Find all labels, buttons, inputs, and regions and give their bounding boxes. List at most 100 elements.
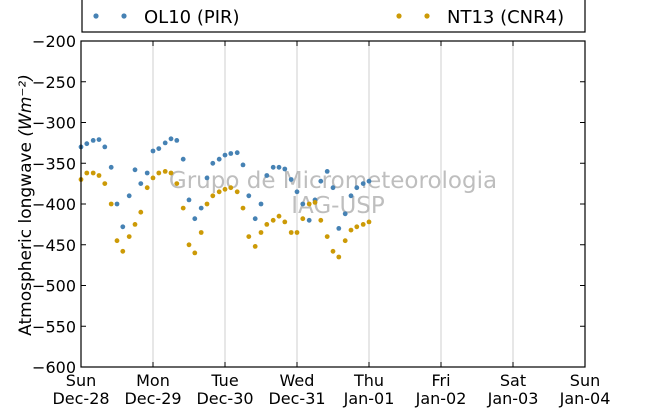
data-point <box>114 201 120 207</box>
legend: OL10 (PIR) NT13 (CNR4) <box>81 0 586 33</box>
data-point <box>324 169 330 174</box>
data-point <box>354 185 360 191</box>
y-tick-label: −300 <box>32 114 76 133</box>
y-tick-label: −450 <box>32 236 76 255</box>
data-point <box>342 211 348 217</box>
data-point <box>114 238 120 244</box>
grid-lines <box>152 41 514 367</box>
data-point <box>366 178 372 184</box>
data-point <box>198 230 204 235</box>
data-point <box>210 193 216 199</box>
y-axis-label-unit: (Wm⁻²) <box>16 74 36 136</box>
x-tick-label-day: Thu <box>353 371 384 390</box>
legend-marker-ol10 <box>93 13 99 19</box>
legend-marker-nt13-b <box>424 13 430 19</box>
data-point <box>306 217 312 223</box>
data-point <box>168 170 174 176</box>
data-point <box>144 170 150 176</box>
x-tick-label-date: Jan-02 <box>415 389 467 408</box>
x-tick-label-date: Jan-04 <box>559 389 611 408</box>
y-tick-label: −250 <box>32 73 76 92</box>
x-tick-label-day: Sun <box>66 371 96 390</box>
data-point <box>192 216 198 222</box>
data-points <box>78 136 372 260</box>
x-tick-label-day: Tue <box>210 371 238 390</box>
data-point <box>360 181 366 187</box>
data-point <box>300 201 306 207</box>
data-point <box>258 201 264 207</box>
x-tick-label-date: Dec-30 <box>196 389 253 408</box>
data-point <box>168 136 174 142</box>
data-point <box>222 186 228 192</box>
data-point <box>366 219 372 225</box>
data-point <box>282 219 288 225</box>
data-point <box>180 156 186 162</box>
data-point <box>132 222 138 227</box>
data-point <box>294 189 300 195</box>
data-point <box>294 230 300 235</box>
data-point <box>300 216 306 222</box>
data-point <box>174 181 180 187</box>
data-point <box>144 185 150 191</box>
data-point <box>138 209 144 215</box>
watermark-line-2: IAG-USP <box>291 193 385 219</box>
data-point <box>360 222 366 227</box>
data-point <box>102 181 108 187</box>
data-point <box>342 238 348 244</box>
x-tick-label-date: Jan-03 <box>487 389 539 408</box>
data-point <box>90 170 96 176</box>
data-point <box>126 234 132 240</box>
x-tick-label-day: Mon <box>136 371 170 390</box>
legend-label-nt13: NT13 (CNR4) <box>447 7 564 28</box>
x-tick-label-day: Sun <box>570 371 600 390</box>
data-point <box>198 205 204 211</box>
y-tick-label: −350 <box>32 154 76 173</box>
data-point <box>204 175 210 181</box>
data-point <box>156 146 162 152</box>
data-point <box>240 162 246 168</box>
y-axis-label-title: Atmospheric longwave <box>16 142 36 336</box>
data-point <box>84 170 90 176</box>
data-point <box>330 185 336 191</box>
data-point <box>108 164 114 170</box>
data-point <box>276 213 282 219</box>
data-point <box>222 152 228 158</box>
data-point <box>228 151 234 156</box>
legend-label-ol10: OL10 (PIR) <box>144 7 240 28</box>
data-point <box>126 193 132 199</box>
data-point <box>186 242 192 248</box>
data-point <box>264 173 270 178</box>
y-axis: −200 −250 −300 −350 −400 −450 −500 −550 −600 <box>32 32 585 377</box>
data-point <box>84 141 90 147</box>
x-tick-label-day: Fri <box>431 371 450 390</box>
y-tick-label: −500 <box>32 277 76 296</box>
data-point <box>180 205 186 211</box>
data-point <box>336 254 342 260</box>
data-point <box>186 197 192 203</box>
legend-marker-ol10-b <box>121 13 127 19</box>
x-tick-label-day: Wed <box>280 371 315 390</box>
data-point <box>216 156 222 162</box>
data-point <box>210 160 216 166</box>
data-point <box>162 140 168 146</box>
data-point <box>258 230 264 235</box>
data-point <box>240 205 246 211</box>
data-point <box>108 201 114 207</box>
data-point <box>156 170 162 176</box>
data-point <box>312 200 318 205</box>
data-point <box>282 166 288 172</box>
data-point <box>318 217 324 223</box>
legend-box <box>81 0 586 33</box>
data-point <box>90 138 96 143</box>
data-point <box>276 164 282 170</box>
data-point <box>234 189 240 195</box>
data-point <box>216 189 222 195</box>
data-point <box>102 144 108 150</box>
x-tick-label-date: Dec-28 <box>52 389 109 408</box>
data-point <box>204 201 210 207</box>
data-point <box>174 138 180 143</box>
data-point <box>306 201 312 207</box>
data-point <box>354 224 360 230</box>
x-axis: SunDec-28MonDec-29TueDec-30WedDec-31ThuJ… <box>52 41 610 408</box>
